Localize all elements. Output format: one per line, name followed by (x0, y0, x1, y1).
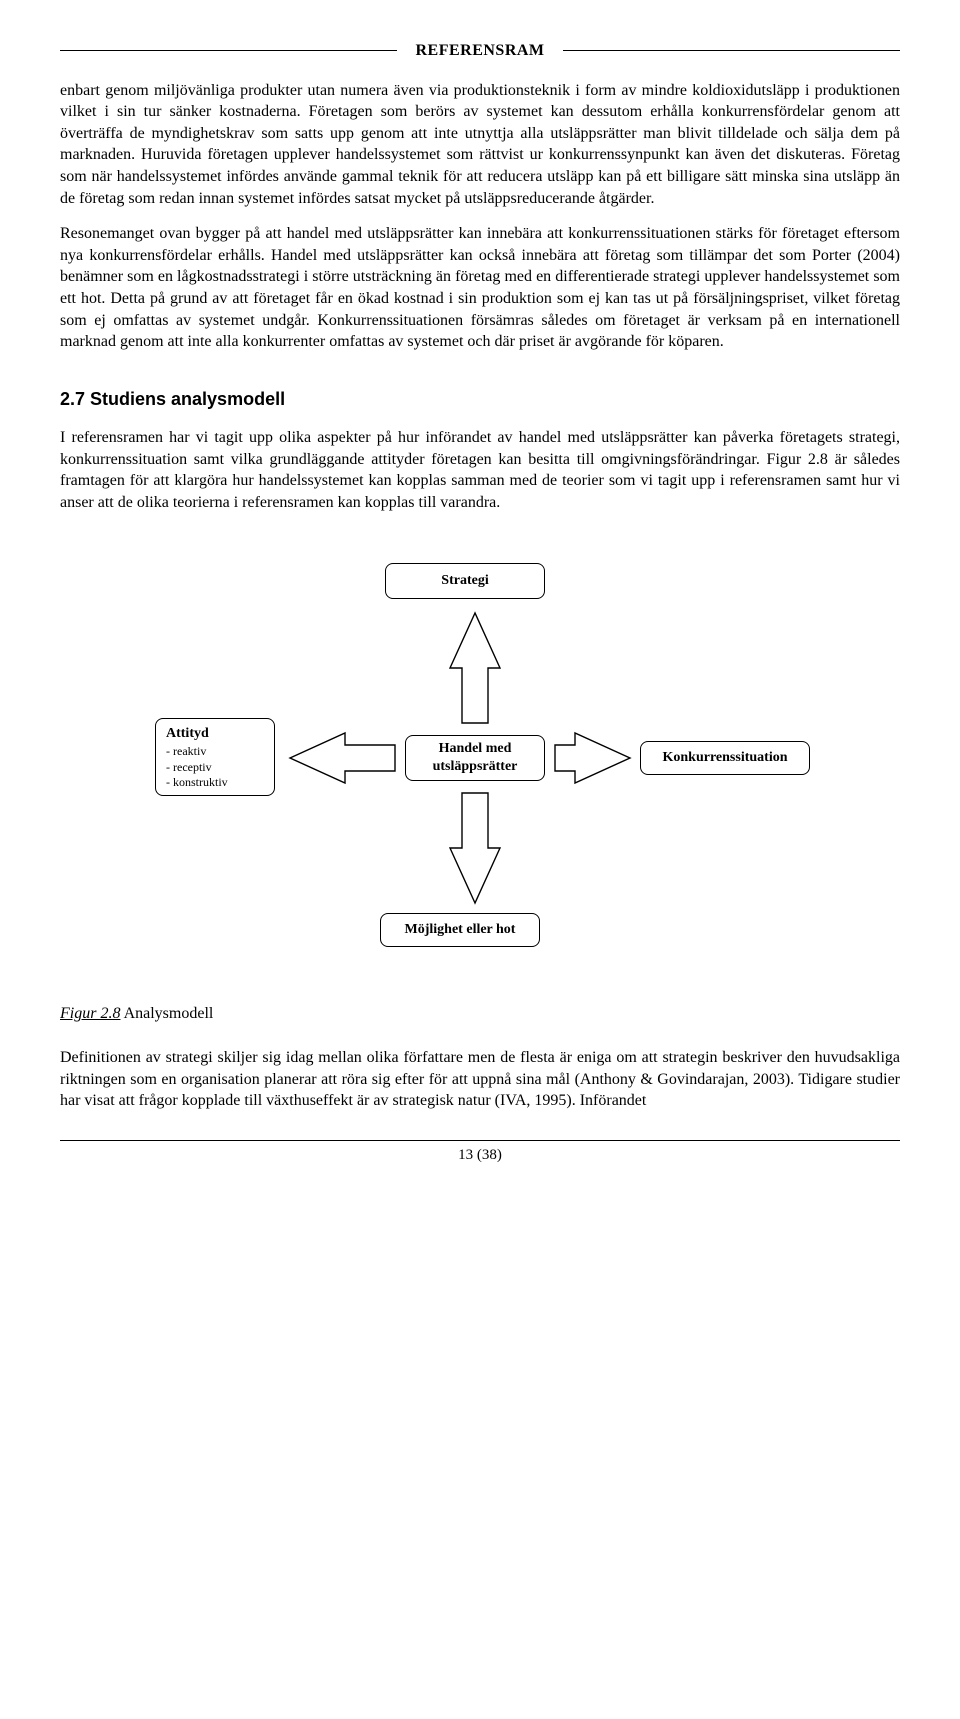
section-heading: 2.7 Studiens analysmodell (60, 387, 900, 411)
node-strategi-label: Strategi (441, 572, 488, 591)
node-konkurrens-label: Konkurrenssituation (663, 749, 788, 768)
node-mojlighet: Möjlighet eller hot (380, 913, 540, 947)
node-konkurrens: Konkurrenssituation (640, 741, 810, 775)
figure-label: Figur 2.8 (60, 1005, 120, 1022)
node-attityd: Attityd - reaktiv - receptiv - konstrukt… (155, 718, 275, 796)
body-paragraph-2: Resonemanget ovan bygger på att handel m… (60, 223, 900, 353)
body-paragraph-1: enbart genom miljövänliga produkter utan… (60, 80, 900, 210)
node-handel-line1: Handel med (439, 740, 512, 759)
analysis-model-diagram: Strategi Attityd - reaktiv - receptiv - … (130, 543, 830, 983)
page-number: 13 (38) (60, 1145, 900, 1165)
node-handel-line2: utsläppsrätter (433, 758, 518, 777)
node-attityd-title: Attityd (166, 725, 264, 744)
node-mojlighet-label: Möjlighet eller hot (405, 921, 516, 940)
node-attityd-sub1: - reaktiv (166, 744, 264, 760)
figure-caption: Figur 2.8 Analysmodell (60, 1003, 900, 1025)
node-handel: Handel med utsläppsrätter (405, 735, 545, 781)
footer-rule (60, 1140, 900, 1141)
header-title: REFERENSRAM (397, 40, 562, 62)
body-paragraph-4: Definitionen av strategi skiljer sig ida… (60, 1047, 900, 1112)
header-divider: REFERENSRAM (60, 40, 900, 62)
node-attityd-sub2: - receptiv (166, 760, 264, 776)
rule-left (60, 50, 397, 51)
node-attityd-sub3: - konstruktiv (166, 775, 264, 791)
node-strategi: Strategi (385, 563, 545, 599)
body-paragraph-3: I referensramen har vi tagit upp olika a… (60, 427, 900, 513)
rule-right (563, 50, 900, 51)
figure-caption-text: Analysmodell (120, 1005, 213, 1022)
